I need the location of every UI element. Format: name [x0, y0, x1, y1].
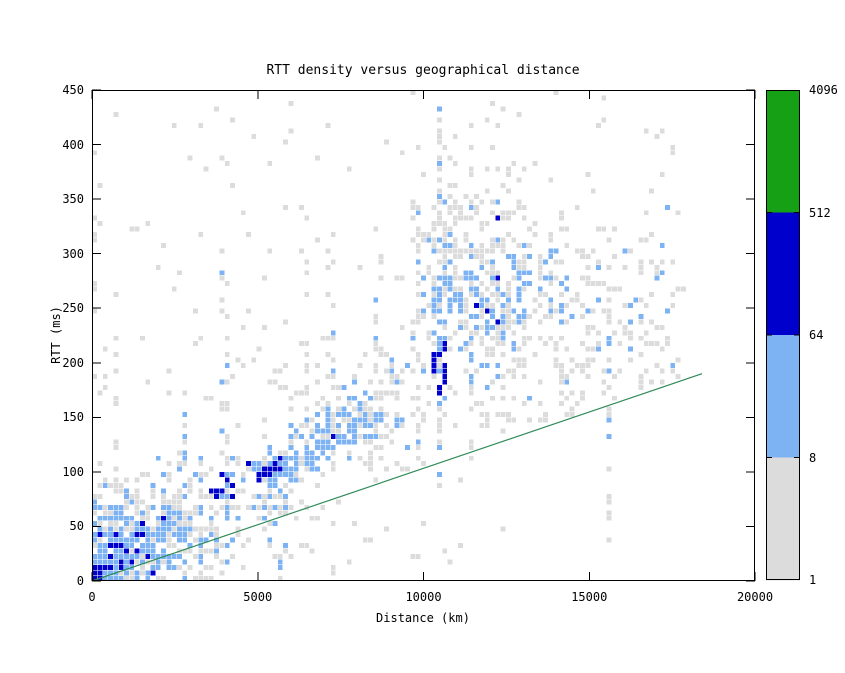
- y-tick-label: 300: [62, 246, 84, 261]
- colorbar-tick-label: 64: [809, 328, 824, 342]
- y-tick-label: 0: [76, 574, 84, 588]
- colorbar-tick-label: 1: [809, 573, 817, 587]
- y-tick-label: 200: [62, 355, 84, 370]
- x-tick-label: 10000: [405, 590, 442, 604]
- y-tick-label: 400: [62, 137, 84, 152]
- y-tick-label: 350: [62, 192, 84, 207]
- density-cells: [92, 90, 686, 581]
- colorbar-tick-label: 8: [809, 450, 817, 465]
- x-axis-label: Distance (km): [376, 611, 470, 625]
- y-tick-label: 250: [62, 301, 84, 316]
- y-tick-label: 150: [62, 410, 84, 425]
- x-ticks: [91, 90, 756, 581]
- x-tick-label: 0: [88, 590, 96, 604]
- plot-border: [91, 89, 756, 582]
- colorbar-tick-label: 512: [809, 205, 831, 220]
- y-tick-label: 100: [62, 464, 84, 479]
- y-tick-label: 450: [62, 83, 84, 97]
- colorbar-tick-label: 4096: [809, 83, 838, 97]
- x-tick-label: 20000: [736, 590, 774, 604]
- colorbar: [766, 90, 800, 581]
- chart-title: RTT density versus geographical distance: [266, 63, 580, 78]
- y-ticks: [92, 89, 755, 582]
- min-rtt-line: [91, 373, 703, 582]
- x-tick-label: 15000: [571, 590, 608, 604]
- y-tick-label: 50: [69, 519, 84, 534]
- x-tick-label: 5000: [243, 590, 273, 604]
